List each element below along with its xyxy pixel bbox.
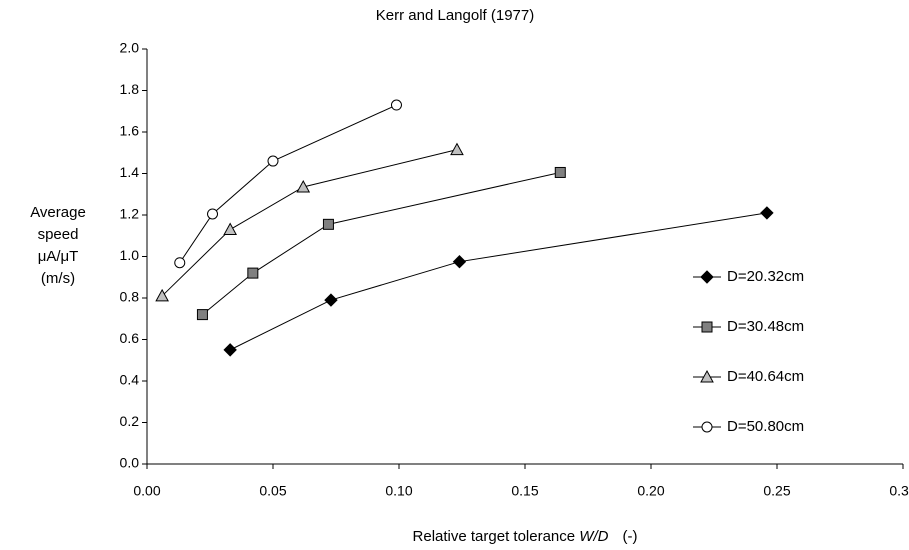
y-tick-label: 0.2 — [120, 413, 140, 429]
y-axis-label: speed — [38, 226, 79, 243]
x-label-text: Relative target tolerance — [413, 528, 576, 545]
legend-label: D=50.80cm — [727, 418, 804, 435]
y-tick-label: 0.8 — [120, 289, 140, 305]
legend-label: D=30.48cm — [727, 318, 804, 335]
legend-marker — [700, 270, 714, 284]
series-line — [202, 171, 561, 315]
y-axis-label: μA/μT — [38, 248, 79, 265]
y-tick-label: 1.8 — [120, 81, 140, 97]
marker — [155, 288, 169, 302]
y-tick-label: 0.4 — [120, 372, 140, 388]
y-tick-label: 1.2 — [120, 206, 140, 222]
chart-title: Kerr and Langolf (1977) — [376, 7, 534, 24]
marker — [450, 142, 464, 156]
legend-marker — [701, 321, 713, 333]
marker — [322, 218, 334, 230]
marker — [223, 222, 238, 236]
marker — [174, 257, 186, 269]
y-tick-label: 0.6 — [120, 330, 140, 346]
marker — [223, 343, 237, 357]
series-line — [229, 212, 767, 351]
x-label-italic: W/D — [579, 528, 608, 545]
y-tick-label: 2.0 — [120, 40, 140, 56]
marker — [760, 206, 774, 220]
legend-marker — [701, 421, 713, 433]
x-tick-label: 0.00 — [133, 483, 160, 499]
y-tick-label: 0.0 — [120, 455, 140, 471]
y-axis-label: Average — [30, 204, 86, 221]
marker — [296, 179, 311, 193]
marker — [452, 254, 467, 269]
y-axis-label: (m/s) — [41, 270, 75, 287]
marker — [390, 99, 402, 111]
legend-marker — [700, 369, 714, 383]
series-line — [179, 104, 397, 264]
marker — [196, 309, 208, 321]
marker — [324, 293, 338, 307]
x-tick-label: 0.15 — [511, 483, 538, 499]
y-tick-label: 1.6 — [120, 123, 140, 139]
marker — [207, 208, 219, 220]
marker — [267, 155, 279, 167]
y-tick-label: 1.4 — [120, 164, 140, 180]
x-tick-label: 0.20 — [637, 483, 664, 499]
x-tick-label: 0.25 — [763, 483, 790, 499]
x-tick-label: 0.05 — [259, 483, 286, 499]
marker — [247, 267, 259, 279]
x-label-unit: (-) — [622, 528, 637, 545]
series-line — [161, 149, 458, 297]
legend-label: D=40.64cm — [727, 368, 804, 385]
marker — [554, 166, 566, 178]
x-tick-label: 0.30 — [889, 483, 909, 499]
legend-label: D=20.32cm — [727, 268, 804, 285]
x-axis-label: Relative target tolerance W/D (-) — [413, 528, 638, 545]
x-tick-label: 0.10 — [385, 483, 412, 499]
y-tick-label: 1.0 — [120, 247, 140, 263]
